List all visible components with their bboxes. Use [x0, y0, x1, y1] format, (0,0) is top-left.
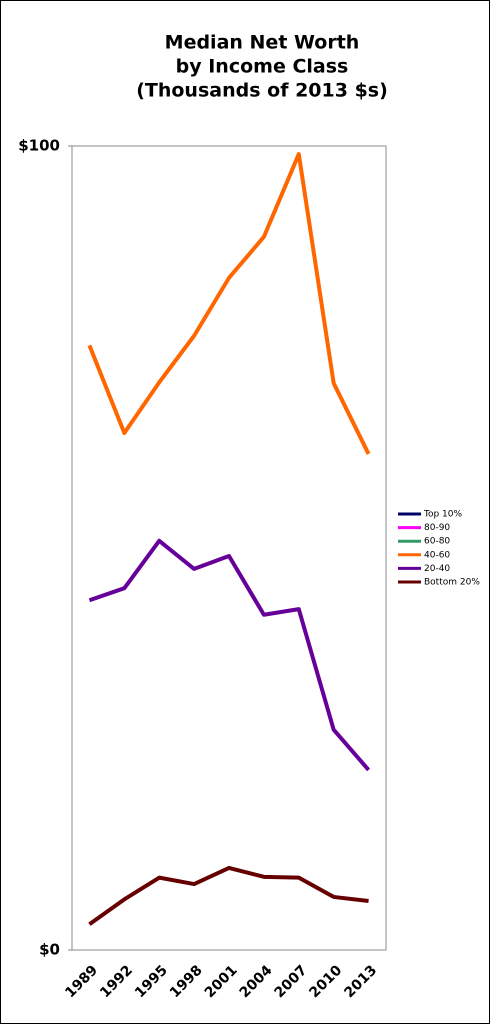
legend-label: Bottom 20%	[424, 578, 480, 588]
y-tick-label: $100	[18, 137, 60, 155]
chart-title: (Thousands of 2013 $s)	[136, 80, 388, 102]
legend-label: 60-80	[424, 537, 450, 547]
legend-label: 20-40	[424, 564, 450, 574]
chart-title: Median Net Worth	[165, 32, 360, 54]
plot-area	[71, 145, 387, 951]
chart-title: by Income Class	[176, 56, 349, 78]
series-line	[87, 152, 371, 455]
legend-label: Top 10%	[423, 510, 463, 520]
series-line	[88, 865, 369, 926]
series-line	[88, 538, 371, 772]
legend-label: 40-60	[424, 550, 450, 560]
legend-label: 80-90	[424, 523, 450, 533]
y-tick-label: $0	[39, 941, 60, 959]
